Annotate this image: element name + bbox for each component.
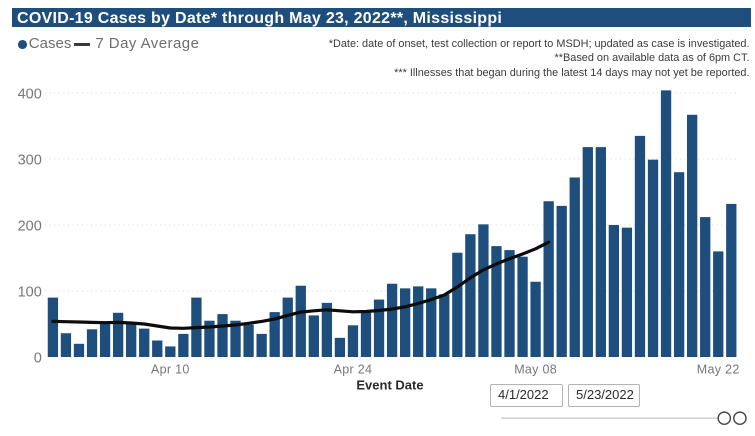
svg-text:400: 400 bbox=[18, 86, 42, 102]
svg-text:Apr 10: Apr 10 bbox=[151, 363, 190, 377]
svg-text:May 22: May 22 bbox=[697, 363, 740, 377]
svg-text:200: 200 bbox=[18, 218, 42, 234]
svg-text:300: 300 bbox=[18, 152, 42, 168]
svg-text:May 08: May 08 bbox=[514, 363, 557, 377]
svg-text:Event Date: Event Date bbox=[356, 378, 423, 393]
svg-text:100: 100 bbox=[18, 284, 42, 300]
svg-text:0: 0 bbox=[34, 350, 42, 366]
svg-text:Apr 24: Apr 24 bbox=[334, 363, 373, 377]
